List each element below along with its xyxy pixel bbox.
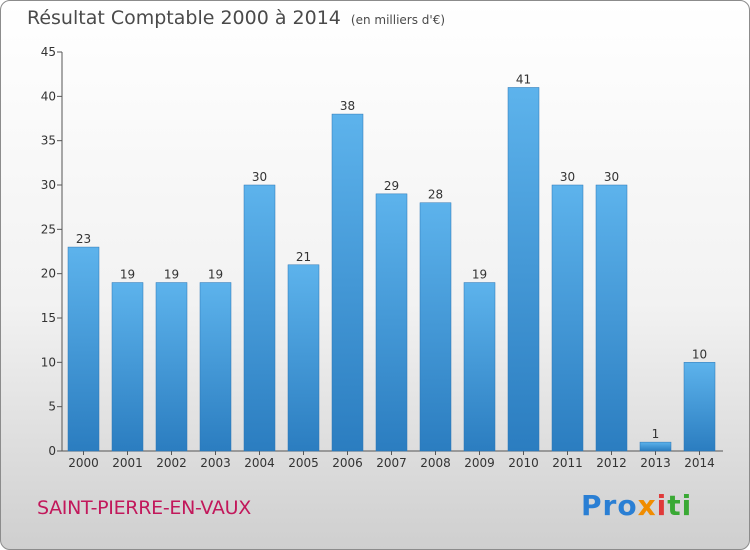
x-tick-label: 2008	[420, 456, 451, 470]
bar-value-label: 30	[560, 170, 575, 184]
bar	[67, 246, 100, 452]
bar	[683, 362, 716, 452]
bar	[375, 193, 408, 452]
x-tick-label: 2014	[684, 456, 715, 470]
bar	[507, 87, 540, 452]
bar-value-label: 19	[472, 268, 487, 282]
bar-value-label: 19	[164, 268, 179, 282]
y-tick-label: 10	[41, 355, 56, 369]
bar-value-label: 29	[384, 179, 399, 193]
y-tick-label: 25	[41, 222, 56, 236]
x-tick-label: 2004	[244, 456, 275, 470]
bar-value-label: 38	[340, 99, 355, 113]
x-tick-label: 2002	[156, 456, 187, 470]
y-tick-label: 0	[48, 444, 56, 458]
chart-title: Résultat Comptable 2000 à 2014 (en millie…	[27, 7, 445, 29]
bar	[155, 282, 188, 452]
x-tick-label: 2011	[552, 456, 583, 470]
bar	[419, 202, 452, 452]
x-tick-label: 2001	[112, 456, 143, 470]
y-tick-label: 5	[48, 400, 56, 414]
x-tick-label: 2007	[376, 456, 407, 470]
bar-value-label: 19	[208, 268, 223, 282]
town-name: SAINT-PIERRE-EN-VAUX	[37, 497, 251, 519]
y-tick-label: 35	[41, 134, 56, 148]
unit-label: (en milliers d'€)	[350, 13, 446, 27]
x-tick-label: 2010	[508, 456, 539, 470]
x-tick-label: 2012	[596, 456, 627, 470]
x-tick-label: 2003	[200, 456, 231, 470]
bar	[595, 184, 628, 452]
y-tick-label: 20	[41, 267, 56, 281]
bar-value-label: 30	[252, 170, 267, 184]
bar-value-label: 41	[516, 72, 531, 86]
x-tick-label: 2005	[288, 456, 319, 470]
proxiti-logo[interactable]: Proxiti	[581, 489, 693, 522]
bar	[243, 184, 276, 452]
bar	[111, 282, 144, 452]
bar-value-label: 21	[296, 250, 311, 264]
chart-title-text: Résultat Comptable 2000 à 2014	[27, 7, 341, 29]
bar-value-label: 10	[692, 347, 707, 361]
bar-value-label: 19	[120, 268, 135, 282]
bar	[331, 113, 364, 452]
bar	[463, 282, 496, 452]
y-tick-label: 15	[41, 311, 56, 325]
x-tick-label: 2009	[464, 456, 495, 470]
bar	[199, 282, 232, 452]
y-tick-label: 40	[41, 89, 56, 103]
x-tick-label: 2006	[332, 456, 363, 470]
bar-value-label: 23	[76, 232, 91, 246]
y-tick-label: 30	[41, 178, 56, 192]
bar-value-label: 30	[604, 170, 619, 184]
bar	[287, 264, 320, 452]
bar	[551, 184, 584, 452]
x-tick-label: 2013	[640, 456, 671, 470]
bar-value-label: 1	[652, 427, 660, 441]
y-tick-label: 45	[41, 45, 56, 59]
bar-value-label: 28	[428, 188, 443, 202]
bar	[639, 441, 672, 452]
x-tick-label: 2000	[68, 456, 99, 470]
